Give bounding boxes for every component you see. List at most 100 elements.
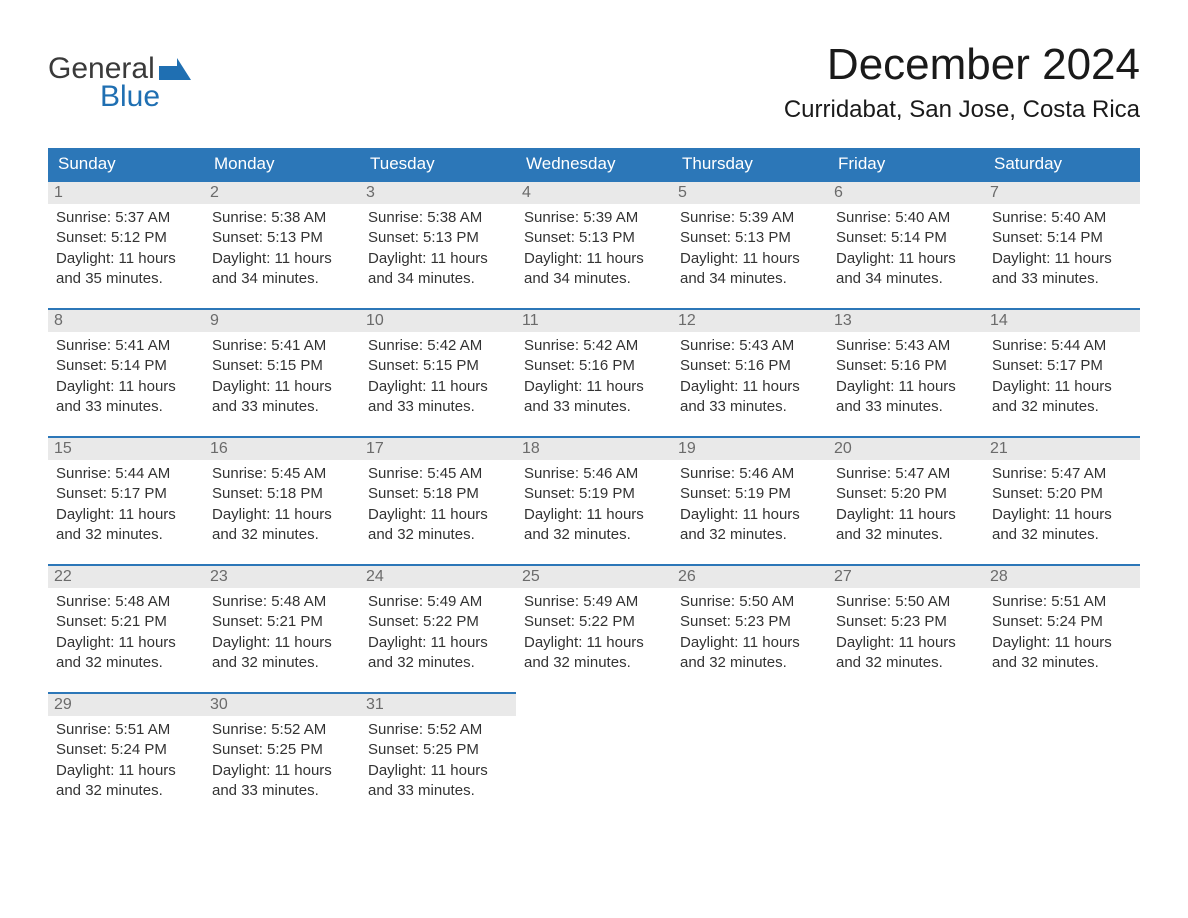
sunset-line: Sunset: 5:23 PM bbox=[680, 613, 791, 630]
sunrise-line: Sunrise: 5:40 AM bbox=[836, 209, 950, 226]
day-content: Sunrise: 5:38 AMSunset: 5:13 PMDaylight:… bbox=[366, 208, 510, 289]
calendar-day-cell: 26 Sunrise: 5:50 AMSunset: 5:23 PMDayligh… bbox=[672, 564, 828, 692]
sunset-line: Sunset: 5:25 PM bbox=[368, 741, 479, 758]
day-number: 22 bbox=[48, 564, 204, 588]
sunset-line: Sunset: 5:24 PM bbox=[56, 741, 167, 758]
weekday-header: Saturday bbox=[984, 148, 1140, 180]
calendar-day-cell: 16 Sunrise: 5:45 AMSunset: 5:18 PMDayligh… bbox=[204, 436, 360, 564]
calendar-day-cell: 22 Sunrise: 5:48 AMSunset: 5:21 PMDayligh… bbox=[48, 564, 204, 692]
daylight-line: Daylight: 11 hours and 32 minutes. bbox=[992, 506, 1112, 543]
title-block: December 2024 Curridabat, San Jose, Cost… bbox=[784, 40, 1140, 140]
sunset-line: Sunset: 5:21 PM bbox=[212, 613, 323, 630]
calendar-day-cell: 11Sunrise: 5:42 AMSunset: 5:16 PMDayligh… bbox=[516, 308, 672, 436]
sunrise-line: Sunrise: 5:46 AM bbox=[680, 465, 794, 482]
sunset-line: Sunset: 5:14 PM bbox=[56, 357, 167, 374]
day-content: Sunrise: 5:52 AMSunset: 5:25 PMDaylight:… bbox=[210, 720, 354, 801]
day-content: Sunrise: 5:37 AMSunset: 5:12 PMDaylight:… bbox=[54, 208, 198, 289]
day-number: 19 bbox=[672, 436, 828, 460]
weekday-header: Thursday bbox=[672, 148, 828, 180]
day-number: 26 bbox=[672, 564, 828, 588]
calendar-day-cell: 7Sunrise: 5:40 AMSunset: 5:14 PMDaylight… bbox=[984, 180, 1140, 308]
sunrise-line: Sunrise: 5:42 AM bbox=[524, 337, 638, 354]
daylight-line: Daylight: 11 hours and 33 minutes. bbox=[212, 762, 332, 799]
calendar-day-cell: 31 Sunrise: 5:52 AM Sunset: 5:25 PM Dayligh… bbox=[360, 692, 516, 820]
day-number: 11 bbox=[516, 308, 672, 332]
calendar-day-cell bbox=[828, 692, 984, 820]
day-content: Sunrise: 5:39 AMSunset: 5:13 PMDaylight:… bbox=[678, 208, 822, 289]
sunset-line: Sunset: 5:17 PM bbox=[992, 357, 1103, 374]
sunrise-line: Sunrise: 5:44 AM bbox=[56, 465, 170, 482]
day-content: Sunrise: 5:43 AMSunset: 5:16 PMDaylight:… bbox=[834, 336, 978, 417]
daylight-line: Daylight: 11 hours and 32 minutes. bbox=[680, 634, 800, 671]
sunset-line: Sunset: 5:12 PM bbox=[56, 229, 167, 246]
sunset-line: Sunset: 5:22 PM bbox=[524, 613, 635, 630]
sunset-line: Sunset: 5:15 PM bbox=[212, 357, 323, 374]
logo: General Blue bbox=[48, 40, 191, 114]
day-number: 23 bbox=[204, 564, 360, 588]
calendar-day-cell: 8Sunrise: 5:41 AMSunset: 5:14 PMDaylight… bbox=[48, 308, 204, 436]
day-content: Sunrise: 5:47 AMSunset: 5:20 PMDaylight:… bbox=[990, 464, 1134, 545]
daylight-line: Daylight: 11 hours and 35 minutes. bbox=[56, 250, 176, 287]
sunset-line: Sunset: 5:14 PM bbox=[836, 229, 947, 246]
day-number: 31 bbox=[360, 692, 516, 716]
calendar-week-row: 29Sunrise: 5:51 AMSunset: 5:24 PMDayligh… bbox=[48, 692, 1140, 820]
sunset-line: Sunset: 5:17 PM bbox=[56, 485, 167, 502]
calendar-day-cell: 25Sunrise: 5:49 AMSunset: 5:22 PMDayligh… bbox=[516, 564, 672, 692]
sunset-line: Sunset: 5:18 PM bbox=[212, 485, 323, 502]
day-content: Sunrise: 5:50 AMSunset: 5:23 PMDaylight:… bbox=[678, 592, 822, 673]
daylight-line: Daylight: 11 hours and 32 minutes. bbox=[368, 634, 488, 671]
calendar-day-cell: 13Sunrise: 5:43 AMSunset: 5:16 PMDayligh… bbox=[828, 308, 984, 436]
daylight-line: Daylight: 11 hours and 32 minutes. bbox=[56, 762, 176, 799]
day-content: Sunrise: 5:40 AMSunset: 5:14 PMDaylight:… bbox=[834, 208, 978, 289]
sunrise-line: Sunrise: 5:52 AM bbox=[368, 721, 482, 738]
daylight-line: Daylight: 11 hours and 32 minutes. bbox=[992, 634, 1112, 671]
sunset-line: Sunset: 5:25 PM bbox=[212, 741, 323, 758]
calendar-week-row: 15Sunrise: 5:44 AMSunset: 5:17 PMDayligh… bbox=[48, 436, 1140, 564]
daylight-line: Daylight: 11 hours and 33 minutes. bbox=[836, 378, 956, 415]
sunset-line: Sunset: 5:13 PM bbox=[212, 229, 323, 246]
sunset-line: Sunset: 5:13 PM bbox=[680, 229, 791, 246]
calendar-day-cell: 15Sunrise: 5:44 AMSunset: 5:17 PMDayligh… bbox=[48, 436, 204, 564]
sunrise-line: Sunrise: 5:39 AM bbox=[524, 209, 638, 226]
day-number: 1 bbox=[48, 180, 204, 204]
sunrise-line: Sunrise: 5:44 AM bbox=[992, 337, 1106, 354]
calendar-day-cell: 9Sunrise: 5:41 AMSunset: 5:15 PMDaylight… bbox=[204, 308, 360, 436]
calendar-day-cell: 14Sunrise: 5:44 AMSunset: 5:17 PMDayligh… bbox=[984, 308, 1140, 436]
daylight-line: Daylight: 11 hours and 32 minutes. bbox=[524, 634, 644, 671]
daylight-line: Daylight: 11 hours and 34 minutes. bbox=[524, 250, 644, 287]
header: General Blue December 2024 Curridabat, S… bbox=[48, 40, 1140, 140]
daylight-line: Daylight: 11 hours and 32 minutes. bbox=[836, 634, 956, 671]
daylight-line: Daylight: 11 hours and 32 minutes. bbox=[56, 506, 176, 543]
day-content: Sunrise: 5:45 AMSunset: 5:18 PMDaylight:… bbox=[210, 464, 354, 545]
logo-text-blue: Blue bbox=[100, 80, 160, 114]
calendar-day-cell bbox=[984, 692, 1140, 820]
day-content: Sunrise: 5:48 AMSunset: 5:21 PMDaylight:… bbox=[54, 592, 198, 673]
day-number: 12 bbox=[672, 308, 828, 332]
sunset-line: Sunset: 5:14 PM bbox=[992, 229, 1103, 246]
sunrise-line: Sunrise: 5:50 AM bbox=[836, 593, 950, 610]
day-number: 24 bbox=[360, 564, 516, 588]
daylight-line: Daylight: 11 hours and 33 minutes. bbox=[680, 378, 800, 415]
sunrise-line: Sunrise: 5:42 AM bbox=[368, 337, 482, 354]
day-content: Sunrise: 5:49 AMSunset: 5:22 PMDaylight:… bbox=[366, 592, 510, 673]
day-content: Sunrise: 5:49 AMSunset: 5:22 PMDaylight:… bbox=[522, 592, 666, 673]
weekday-header: Sunday bbox=[48, 148, 204, 180]
calendar-day-cell: 18Sunrise: 5:46 AMSunset: 5:19 PMDayligh… bbox=[516, 436, 672, 564]
day-content: Sunrise: 5:41 AMSunset: 5:14 PMDaylight:… bbox=[54, 336, 198, 417]
day-content: Sunrise: 5:40 AMSunset: 5:14 PMDaylight:… bbox=[990, 208, 1134, 289]
sunrise-line: Sunrise: 5:45 AM bbox=[368, 465, 482, 482]
daylight-line: Daylight: 11 hours and 32 minutes. bbox=[212, 506, 332, 543]
day-number: 16 bbox=[204, 436, 360, 460]
calendar-day-cell: 12Sunrise: 5:43 AMSunset: 5:16 PMDayligh… bbox=[672, 308, 828, 436]
daylight-line: Daylight: 11 hours and 33 minutes. bbox=[368, 762, 488, 799]
calendar-day-cell: 4Sunrise: 5:39 AMSunset: 5:13 PMDaylight… bbox=[516, 180, 672, 308]
sunrise-line: Sunrise: 5:41 AM bbox=[212, 337, 326, 354]
daylight-line: Daylight: 11 hours and 34 minutes. bbox=[368, 250, 488, 287]
daylight-line: Daylight: 11 hours and 33 minutes. bbox=[524, 378, 644, 415]
sunrise-line: Sunrise: 5:51 AM bbox=[56, 721, 170, 738]
weekday-header: Wednesday bbox=[516, 148, 672, 180]
month-title: December 2024 bbox=[784, 40, 1140, 90]
sunrise-line: Sunrise: 5:48 AM bbox=[56, 593, 170, 610]
weekday-header: Tuesday bbox=[360, 148, 516, 180]
day-content: Sunrise: 5:51 AMSunset: 5:24 PMDaylight:… bbox=[990, 592, 1134, 673]
